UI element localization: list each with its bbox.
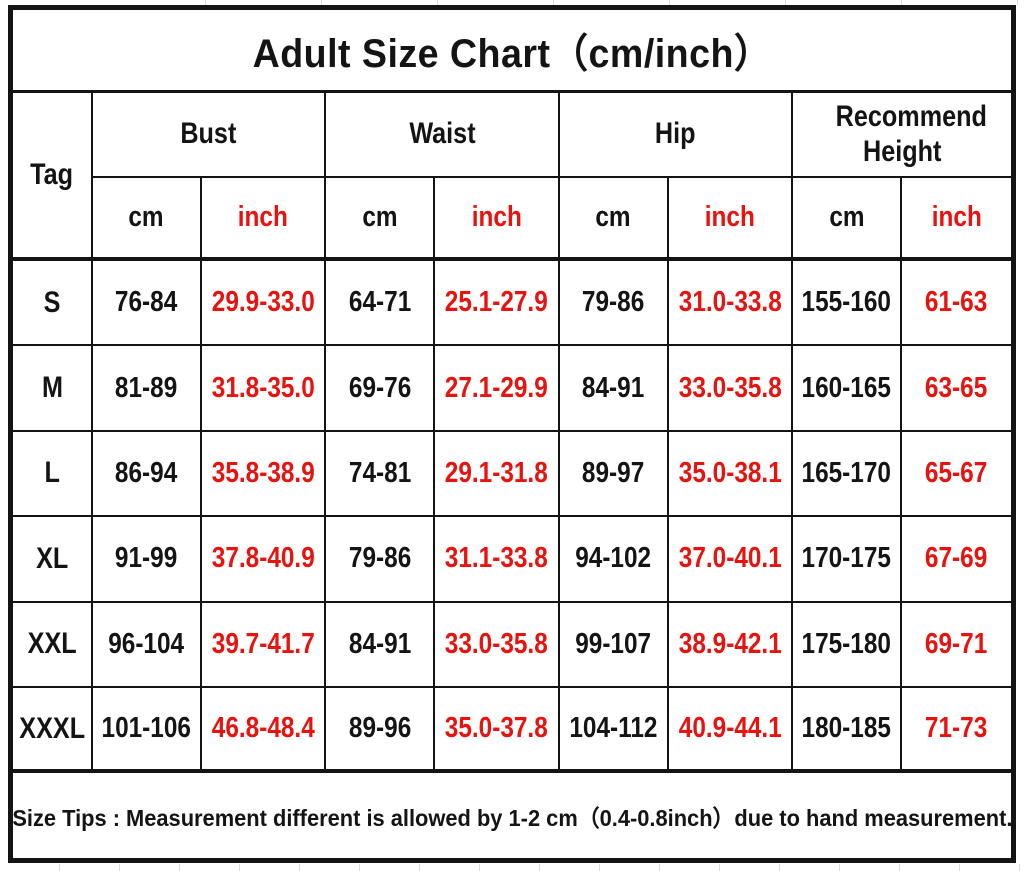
row-xxxl-hip-inch: 40.9-44.1	[668, 687, 794, 774]
header-group-recommend-height: Recommend Height	[793, 93, 1011, 178]
row-m-hip-cm: 84-91	[559, 346, 669, 432]
header-bust-inch: inch	[201, 178, 327, 261]
row-xl-height-inch: 67-69	[902, 517, 1011, 603]
row-xxxl-bust-inch: 46.8-48.4	[201, 687, 327, 774]
row-xl-bust-cm: 91-99	[93, 517, 202, 603]
row-xxl-hip-cm: 99-107	[559, 602, 669, 688]
row-s-hip-inch: 31.0-33.8	[668, 261, 794, 347]
row-xxxl-height-cm: 180-185	[793, 687, 903, 774]
row-xxl-waist-inch: 33.0-35.8	[435, 602, 560, 688]
row-s-waist-cm: 64-71	[326, 261, 436, 347]
row-xxl-bust-inch: 39.7-41.7	[201, 602, 327, 688]
size-chart-table: Adult Size Chart（cm/inch） Tag Bust Waist…	[8, 5, 1016, 863]
header-height-cm: cm	[793, 178, 903, 261]
row-xl-waist-cm: 79-86	[326, 517, 436, 603]
row-m-height-cm: 160-165	[793, 346, 903, 432]
row-l-height-cm: 165-170	[793, 431, 903, 518]
row-xl-bust-inch: 37.8-40.9	[201, 517, 327, 603]
chart-title-text: Adult Size Chart（cm/inch）	[252, 32, 772, 76]
row-xxl-hip-inch: 38.9-42.1	[668, 602, 794, 688]
row-xxxl-tag: XXXL	[13, 687, 93, 774]
row-m-hip-inch: 33.0-35.8	[668, 346, 794, 432]
row-xl-hip-cm: 94-102	[559, 517, 669, 603]
row-s-tag: S	[13, 261, 93, 347]
row-xxxl-hip-cm: 104-112	[559, 687, 669, 774]
row-xxl-height-inch: 69-71	[902, 603, 1011, 688]
row-xxxl-bust-cm: 101-106	[93, 687, 202, 774]
row-xl-tag: XL	[13, 517, 93, 603]
row-xxl-height-cm: 175-180	[793, 602, 903, 688]
row-xxl-tag: XXL	[13, 602, 93, 688]
spreadsheet-gridline-strip-bottom	[0, 864, 1024, 871]
header-waist-cm: cm	[326, 178, 436, 261]
row-s-height-inch: 61-63	[902, 261, 1011, 347]
row-m-tag: M	[13, 346, 93, 432]
row-xxxl-waist-cm: 89-96	[326, 687, 436, 774]
size-tips: Size Tips : Measurement different is all…	[11, 773, 1013, 858]
row-xxxl-waist-inch: 35.0-37.8	[435, 687, 560, 774]
row-l-bust-inch: 35.8-38.9	[201, 431, 327, 518]
header-group-bust: Bust	[93, 93, 327, 178]
header-hip-cm: cm	[559, 178, 669, 261]
row-l-hip-cm: 89-97	[559, 431, 669, 518]
row-xl-waist-inch: 31.1-33.8	[435, 517, 560, 603]
row-s-waist-inch: 25.1-27.9	[435, 261, 560, 347]
row-s-hip-cm: 79-86	[559, 261, 669, 347]
row-l-height-inch: 65-67	[902, 432, 1011, 518]
size-tips-text: Size Tips : Measurement different is all…	[11, 804, 1013, 831]
row-m-bust-cm: 81-89	[93, 346, 202, 432]
row-l-tag: L	[13, 431, 93, 518]
row-xl-hip-inch: 37.0-40.1	[668, 517, 794, 603]
header-bust-cm: cm	[93, 178, 202, 261]
row-l-hip-inch: 35.0-38.1	[668, 431, 794, 518]
row-m-waist-cm: 69-76	[326, 346, 436, 432]
row-s-bust-inch: 29.9-33.0	[201, 261, 327, 347]
header-height-inch: inch	[902, 178, 1011, 261]
row-xxl-bust-cm: 96-104	[93, 602, 202, 688]
chart-title: Adult Size Chart（cm/inch）	[13, 10, 1011, 93]
row-xl-height-cm: 170-175	[793, 517, 903, 603]
header-tag: Tag	[13, 93, 93, 261]
row-xxl-waist-cm: 84-91	[326, 602, 436, 688]
header-waist-inch: inch	[435, 178, 560, 261]
spreadsheet-gridline-strip-top	[0, 0, 1024, 5]
row-s-height-cm: 155-160	[793, 261, 903, 347]
row-l-waist-cm: 74-81	[326, 431, 436, 518]
header-group-waist: Waist	[326, 93, 560, 178]
row-l-bust-cm: 86-94	[93, 431, 202, 518]
row-s-bust-cm: 76-84	[93, 261, 202, 347]
row-xxxl-height-inch: 71-73	[902, 688, 1011, 774]
row-m-bust-inch: 31.8-35.0	[201, 346, 327, 432]
row-m-height-inch: 63-65	[902, 346, 1011, 432]
header-hip-inch: inch	[668, 178, 794, 261]
row-l-waist-inch: 29.1-31.8	[435, 431, 560, 518]
header-group-hip: Hip	[559, 93, 794, 178]
row-m-waist-inch: 27.1-29.9	[435, 346, 560, 432]
